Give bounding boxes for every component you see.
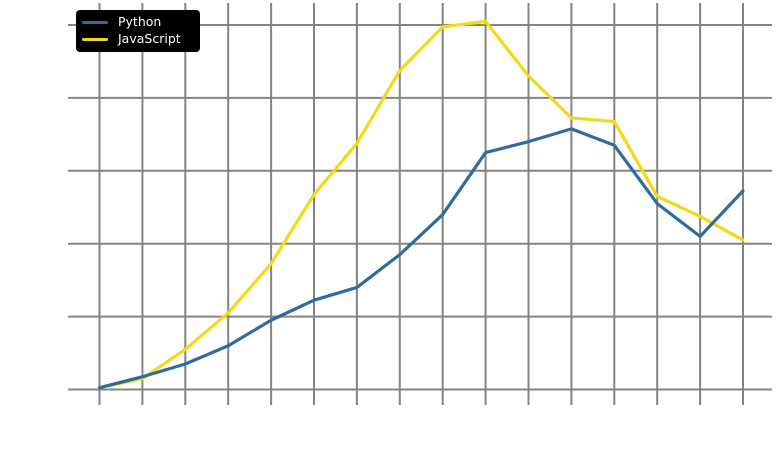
legend-item-javascript: JavaScript: [82, 31, 194, 48]
grid-horizontal-lines: [68, 24, 772, 391]
python-line: [97, 127, 745, 390]
javascript-line: [97, 19, 745, 390]
javascript-line-swatch: [82, 37, 108, 42]
legend: Python JavaScript: [76, 10, 200, 52]
legend-item-python: Python: [82, 14, 194, 31]
python-line-swatch: [82, 20, 108, 25]
series-lines: [97, 19, 745, 390]
grid-vertical-lines: [98, 3, 744, 405]
legend-label-javascript: JavaScript: [118, 31, 181, 47]
legend-label-python: Python: [118, 14, 162, 30]
